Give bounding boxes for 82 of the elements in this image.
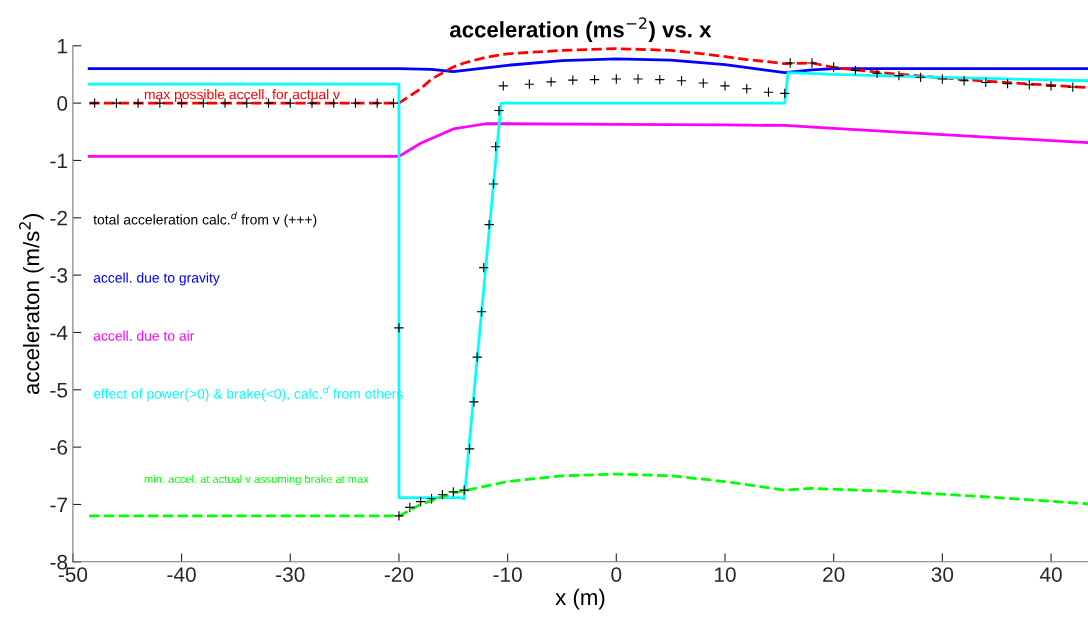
point <box>698 77 709 89</box>
y-tick-label: -4 <box>50 325 68 340</box>
point <box>426 493 437 504</box>
point <box>893 70 905 81</box>
point <box>488 178 499 190</box>
x-tick-label: -20 <box>384 567 414 582</box>
point <box>1002 78 1013 89</box>
x-tick-label: -10 <box>493 567 522 582</box>
line-series <box>87 472 1088 518</box>
point <box>524 78 535 90</box>
point <box>393 510 405 522</box>
point <box>741 83 752 94</box>
y-tick-label: 0 <box>57 96 68 111</box>
point <box>498 80 509 92</box>
point <box>779 88 790 99</box>
point <box>937 73 948 85</box>
point <box>1024 79 1035 90</box>
point <box>654 74 666 85</box>
point <box>468 396 480 408</box>
point <box>850 65 861 76</box>
text: accell. due to air <box>93 330 195 341</box>
point <box>415 496 426 507</box>
point <box>458 484 470 496</box>
point <box>828 61 839 73</box>
x-tick-label: 0 <box>611 567 622 582</box>
point <box>915 72 926 83</box>
line-series <box>87 57 1088 75</box>
point <box>464 443 475 455</box>
point <box>89 97 100 109</box>
y-tick-label: -1 <box>50 153 68 168</box>
point <box>476 306 487 318</box>
x-tick-label: 40 <box>1039 567 1062 582</box>
point <box>589 74 600 85</box>
point <box>493 105 505 116</box>
line-series <box>87 47 1088 105</box>
text: accell. due to gravity <box>93 272 220 286</box>
point <box>980 77 992 88</box>
x-tick-label: 20 <box>823 567 845 582</box>
series-label: max possible accell. for actual v <box>144 89 340 103</box>
point <box>448 486 459 498</box>
point <box>471 351 483 363</box>
point <box>1067 81 1078 93</box>
point <box>483 219 495 230</box>
point <box>393 322 405 334</box>
x-axis-title: x (m) <box>555 588 605 610</box>
y-tick-label: -5 <box>50 383 68 398</box>
x-tick-label: -40 <box>167 567 196 582</box>
point <box>784 57 796 69</box>
point <box>478 262 489 273</box>
point <box>958 75 970 86</box>
point <box>1045 80 1057 92</box>
point <box>611 73 622 85</box>
point <box>676 75 687 86</box>
y-axis-title: acceleraton (m/s$^{2}$) <box>19 214 44 395</box>
point <box>490 141 501 152</box>
point <box>567 74 579 86</box>
point <box>632 73 644 85</box>
line-series <box>87 71 1088 501</box>
line-series <box>87 122 1088 158</box>
point <box>437 489 448 500</box>
point <box>404 502 416 513</box>
point <box>806 57 818 69</box>
y-tick-label: -3 <box>50 268 68 283</box>
point <box>371 97 383 109</box>
text: total acceleration calc.$^{d}$ from v (+++) <box>93 211 317 228</box>
point <box>545 76 557 88</box>
x-tick-label: 30 <box>931 567 954 582</box>
x-tick-label: 10 <box>715 567 736 582</box>
y-tick-label: -2 <box>50 210 67 226</box>
y-tick-label: -6 <box>50 440 68 455</box>
point <box>132 97 144 109</box>
point <box>350 97 361 109</box>
y-tick-label: 1 <box>58 38 68 54</box>
x-tick-label: -30 <box>276 567 305 582</box>
point <box>871 68 883 79</box>
text: min. accel. at actual v assuming brake at max <box>144 474 369 486</box>
point <box>719 80 731 92</box>
point <box>763 86 774 98</box>
y-tick-label: -7 <box>50 497 67 513</box>
chart-title: acceleration (ms$^{−2}$) vs. x <box>449 17 712 42</box>
point <box>111 97 122 109</box>
point <box>388 97 399 109</box>
